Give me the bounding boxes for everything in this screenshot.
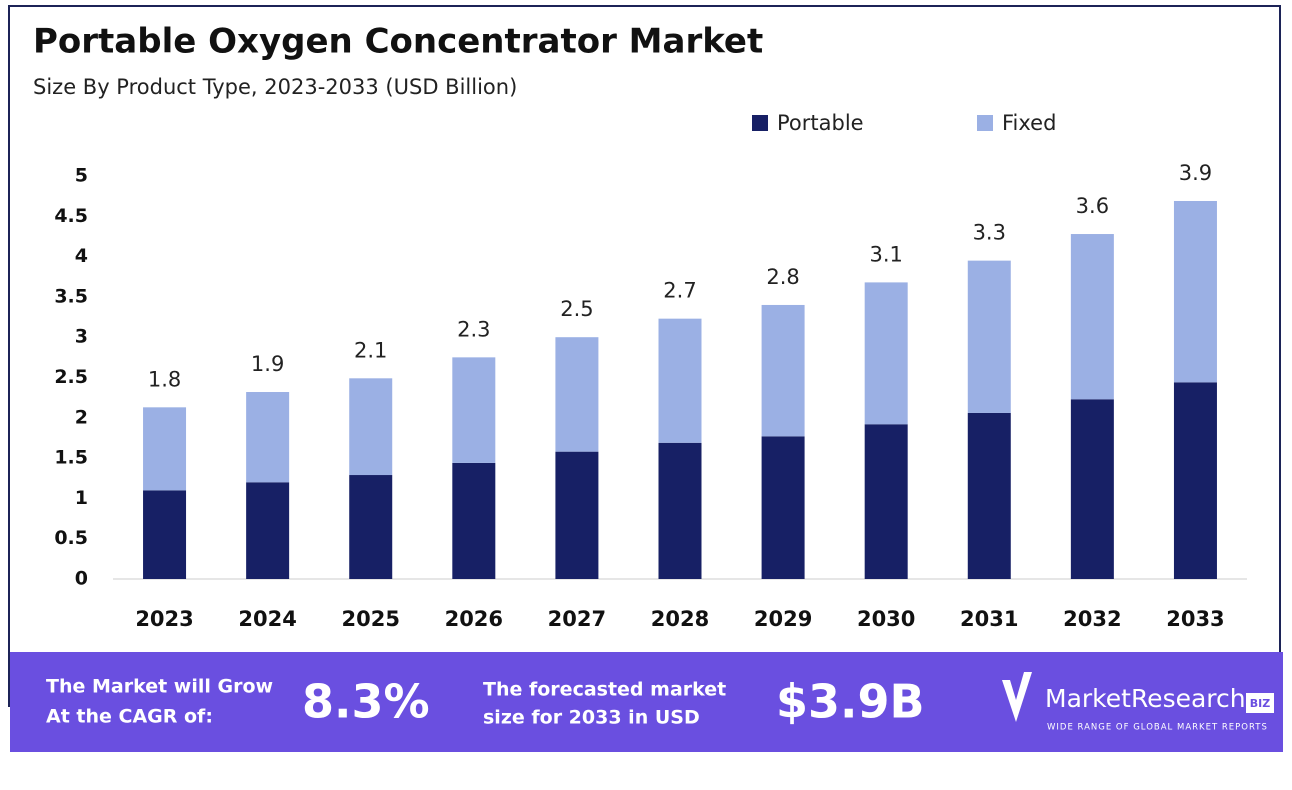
y-tick-label: 4.5 (54, 205, 88, 227)
y-tick-label: 1.5 (54, 447, 88, 469)
x-tick-label: 2024 (238, 607, 296, 631)
x-tick-label: 2027 (548, 607, 606, 631)
total-label: 2.1 (354, 338, 387, 362)
bar-segment (1070, 234, 1114, 400)
chart-title: Portable Oxygen Concentrator Market (33, 22, 763, 62)
logo-tagline: WIDE RANGE OF GLOBAL MARKET REPORTS (1047, 723, 1268, 733)
logo-icon (1002, 672, 1032, 722)
footer-band (10, 652, 1283, 752)
x-tick-label: 2032 (1063, 607, 1121, 631)
total-label: 2.3 (457, 317, 490, 341)
bar-segment (864, 424, 908, 579)
y-tick-label: 5 (75, 165, 88, 187)
bar-segment (246, 392, 290, 483)
bar-segment (1173, 382, 1217, 579)
y-tick-label: 2.5 (54, 366, 88, 388)
total-label: 3.6 (1076, 194, 1109, 218)
bar-segment (1070, 399, 1114, 579)
total-label: 2.7 (663, 279, 696, 303)
total-label: 3.1 (869, 242, 902, 266)
total-label: 1.8 (148, 367, 181, 391)
bar-segment (143, 490, 187, 579)
y-tick-label: 3 (75, 326, 88, 348)
bar-segment (658, 442, 702, 579)
frame (8, 5, 1281, 707)
bar-segment (143, 407, 187, 491)
legend-label: Fixed (1002, 111, 1056, 135)
logo-badge (1246, 693, 1274, 713)
total-label: 3.9 (1179, 161, 1212, 185)
total-label: 2.5 (560, 297, 593, 321)
bar-segment (555, 337, 599, 452)
x-tick-label: 2023 (135, 607, 193, 631)
bar-segment (864, 282, 908, 425)
bar-segment (967, 412, 1011, 579)
bar-segment (1173, 200, 1217, 383)
bar-segment (658, 318, 702, 443)
x-tick-label: 2033 (1166, 607, 1224, 631)
legend-swatch (977, 115, 993, 131)
cagr-value: 8.3% (302, 675, 430, 729)
y-tick-label: 1 (75, 487, 88, 509)
y-tick-label: 3.5 (54, 285, 88, 307)
x-tick-label: 2028 (651, 607, 709, 631)
cagr-text: The Market will Grow (46, 676, 273, 698)
legend-label: Portable (777, 111, 864, 135)
y-tick-label: 0.5 (54, 527, 88, 549)
x-tick-label: 2026 (445, 607, 503, 631)
bar-segment (967, 260, 1011, 413)
y-tick-label: 4 (75, 245, 88, 267)
forecast-value: $3.9B (776, 675, 925, 729)
bar-segment (349, 378, 393, 476)
bar-segment (452, 462, 496, 579)
y-tick-label: 2 (75, 406, 88, 428)
x-tick-label: 2031 (960, 607, 1018, 631)
cagr-text: At the CAGR of: (46, 706, 213, 728)
forecast-text: The forecasted market (483, 679, 726, 701)
bar-segment (761, 436, 805, 579)
bar-segment (761, 304, 805, 437)
total-label: 2.8 (766, 265, 799, 289)
bar-segment (555, 451, 599, 579)
chart-subtitle: Size By Product Type, 2023-2033 (USD Bil… (33, 75, 517, 99)
bar-segment (452, 357, 496, 463)
logo-name: MarketResearch (1045, 684, 1246, 713)
total-label: 3.3 (973, 221, 1006, 245)
logo-suffix: BIZ (1250, 697, 1270, 710)
y-tick-label: 0 (75, 568, 88, 590)
forecast-text: size for 2033 in USD (483, 707, 700, 729)
legend-swatch (752, 115, 768, 131)
bar-segment (246, 482, 290, 579)
x-tick-label: 2029 (754, 607, 812, 631)
x-tick-label: 2025 (342, 607, 400, 631)
total-label: 1.9 (251, 352, 284, 376)
x-tick-label: 2030 (857, 607, 915, 631)
bar-segment (349, 475, 393, 579)
